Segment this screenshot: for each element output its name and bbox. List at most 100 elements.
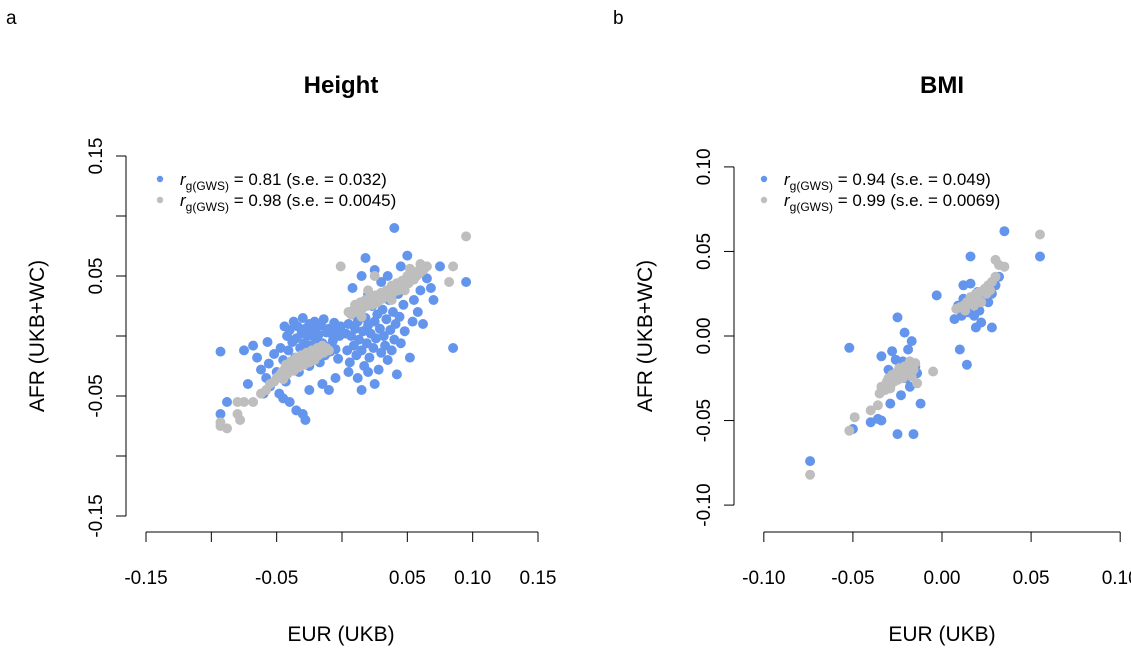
legend-entry: rg(GWS) = 0.81 (s.e. = 0.032) <box>180 170 387 193</box>
x-tick-label: 0.05 <box>389 568 426 589</box>
data-point-grey <box>369 271 380 281</box>
data-point-blue <box>398 299 409 310</box>
data-point-blue <box>369 379 380 389</box>
data-point-blue <box>304 385 315 395</box>
data-point-blue <box>421 273 432 284</box>
data-point-grey <box>872 400 883 411</box>
data-point-blue <box>343 367 354 377</box>
y-tick-label: -0.15 <box>86 494 107 537</box>
data-point-grey <box>448 261 459 272</box>
x-tick-label: -0.10 <box>742 568 785 589</box>
y-axis-title: AFR (UKB+WC) <box>634 260 657 412</box>
data-point-grey <box>215 417 226 428</box>
data-point-blue <box>404 352 415 363</box>
data-point-blue <box>239 345 249 356</box>
x-axis: -0.10 -0.05 0.00 0.05 0.10 <box>742 531 1131 589</box>
data-point-blue <box>389 223 400 233</box>
data-point-blue <box>412 307 423 317</box>
data-point-blue <box>330 373 341 383</box>
data-point-blue <box>373 364 384 375</box>
data-point-blue <box>215 409 226 419</box>
data-point-grey <box>444 277 455 287</box>
data-point-blue <box>876 351 887 362</box>
data-point-blue <box>976 317 987 328</box>
data-point-blue <box>275 343 286 353</box>
legend-entry: rg(GWS) = 0.99 (s.e. = 0.0069) <box>784 191 1000 214</box>
data-point-blue <box>352 373 363 383</box>
data-point-blue <box>371 333 381 344</box>
data-point-blue <box>887 346 898 357</box>
data-point-blue <box>954 344 965 355</box>
data-point-blue <box>356 385 367 395</box>
data-point-blue <box>1035 251 1045 262</box>
data-point-blue <box>391 369 402 380</box>
data-point-blue <box>395 261 406 272</box>
data-point-blue <box>906 336 917 347</box>
data-point-blue <box>418 319 428 329</box>
data-point-blue <box>222 397 232 407</box>
x-tick-label: 0.00 <box>924 568 961 589</box>
data-point-grey <box>910 358 921 369</box>
data-point-blue <box>333 353 344 364</box>
y-tick-label: 0.15 <box>86 138 107 175</box>
data-point-grey <box>912 378 923 389</box>
data-point-grey <box>849 412 860 423</box>
data-point-grey <box>844 425 855 436</box>
data-point-blue <box>317 379 328 389</box>
data-point-grey <box>278 374 289 385</box>
data-point-grey <box>248 397 259 407</box>
data-point-blue <box>284 325 295 335</box>
data-point-blue <box>248 340 259 351</box>
data-point-grey <box>415 259 426 269</box>
data-point-blue <box>269 349 280 359</box>
data-point-blue <box>263 358 274 369</box>
x-tick-label: -0.05 <box>255 568 298 589</box>
data-point-blue <box>394 311 405 322</box>
legend: rg(GWS) = 0.94 (s.e. = 0.049)rg(GWS) = 0… <box>760 170 1000 214</box>
data-point-blue <box>448 343 459 353</box>
data-point-blue <box>283 345 294 356</box>
data-point-blue <box>986 322 997 333</box>
data-point-blue <box>323 385 334 395</box>
data-point-blue <box>356 271 367 281</box>
data-point-blue <box>382 271 393 281</box>
data-point-blue <box>399 326 410 337</box>
data-point-blue <box>360 253 371 263</box>
data-point-blue <box>368 343 379 353</box>
x-tick-label: 0.15 <box>520 568 557 589</box>
data-point-blue <box>376 277 387 287</box>
data-point-blue <box>318 314 329 325</box>
data-point-blue <box>415 285 426 296</box>
data-point-grey <box>309 355 320 365</box>
x-tick-label: -0.05 <box>831 568 874 589</box>
data-point-blue <box>915 398 926 409</box>
data-point-blue <box>961 359 972 370</box>
data-point-grey <box>235 415 246 425</box>
data-point-blue <box>903 344 914 355</box>
y-tick-label: -0.10 <box>694 483 715 526</box>
data-point-blue <box>356 345 367 356</box>
data-point-grey <box>865 405 876 416</box>
data-point-blue <box>344 357 355 368</box>
data-point-blue <box>876 415 887 426</box>
data-point-grey <box>317 340 328 351</box>
data-point-blue <box>899 327 910 338</box>
data-point-blue <box>347 283 358 293</box>
data-point-blue <box>335 321 346 332</box>
data-point-grey <box>404 263 415 274</box>
data-point-blue <box>805 456 816 467</box>
data-point-grey <box>386 295 397 305</box>
data-point-blue <box>408 295 419 305</box>
scatter-points <box>215 223 472 434</box>
data-point-blue <box>461 277 472 287</box>
x-axis: -0.15 -0.05 0.05 0.10 0.15 <box>124 531 557 589</box>
data-point-grey <box>461 231 472 242</box>
data-point-grey <box>805 469 816 480</box>
data-point-blue <box>215 346 226 357</box>
data-point-blue <box>425 283 436 293</box>
data-point-grey <box>1035 229 1045 240</box>
data-point-blue <box>297 313 308 323</box>
scatter-points <box>805 226 1045 480</box>
data-point-grey <box>976 297 987 308</box>
